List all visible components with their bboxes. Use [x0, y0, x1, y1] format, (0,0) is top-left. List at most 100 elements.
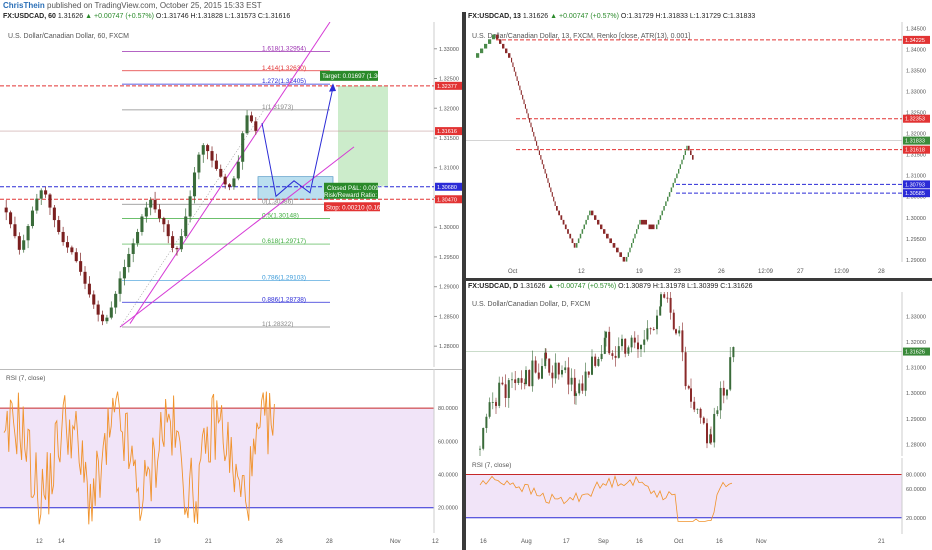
renko-brick	[632, 238, 634, 244]
fib-label: 1.414(1.32630)	[262, 65, 306, 72]
daily-y-tick: 1.29000	[906, 417, 926, 423]
daily-body	[554, 362, 557, 379]
horizontal-divider-right[interactable]	[466, 278, 932, 281]
daily-body	[544, 352, 547, 367]
renko-x-tick: 28	[878, 269, 885, 275]
daily-body	[517, 378, 520, 384]
renko-brick	[505, 48, 508, 54]
daily-body	[528, 370, 531, 387]
renko-header: FX:USDCAD, 13 1.31626 ▲ +0.00747 (+0.57%…	[468, 13, 756, 20]
daily-body	[482, 428, 485, 449]
daily-body	[591, 356, 593, 375]
candle-body	[140, 216, 144, 232]
renko-chart[interactable]: 1.34500 1.34000 1.33500 1.33000 1.32500 1.320…	[466, 22, 932, 278]
main-title: U.S. Dollar/Canadian Dollar, 60, FXCM	[8, 33, 129, 40]
renko-price-tag: 1.31833	[905, 139, 925, 145]
candle-body	[30, 210, 34, 227]
candle-body	[236, 161, 240, 179]
stop-label: Stop: 0.00210 (0.16%)	[326, 204, 388, 211]
renko-tag-bg	[903, 136, 930, 145]
projection-path	[261, 87, 334, 198]
renko-price-tag: 1.31618	[905, 148, 925, 154]
candle-body	[114, 293, 118, 308]
x-tick-label: 21	[205, 539, 212, 545]
renko-brick	[546, 173, 548, 179]
y-tick-label: 1.30000	[439, 225, 459, 231]
daily-body	[617, 346, 620, 358]
renko-brick	[530, 122, 532, 128]
renko-brick	[558, 210, 560, 216]
daily-x-tick: Nov	[756, 539, 767, 545]
candle-body	[74, 252, 78, 262]
renko-brick	[597, 219, 600, 225]
rsi-tick-label: 20.0000	[438, 506, 458, 512]
renko-y-tick: 1.30500	[906, 195, 926, 201]
daily-body	[557, 362, 560, 375]
author-link[interactable]: ChrisThein	[3, 1, 45, 10]
daily-body	[534, 360, 537, 373]
renko-x-tick: 23	[674, 269, 681, 275]
renko-brick	[657, 219, 660, 225]
daily-body	[523, 382, 526, 385]
candle-body	[4, 207, 8, 213]
fib-label: 1.272(1.32405)	[262, 78, 306, 85]
main-rsi-pane[interactable]: RSI (7, close) 80.0000 60.0000 40.0000 20.00…	[0, 369, 462, 539]
daily-body	[531, 360, 534, 387]
daily-body	[732, 347, 735, 358]
renko-brick	[603, 229, 606, 234]
renko-price-tag: 1.30793	[905, 182, 925, 188]
renko-brick	[648, 224, 655, 230]
renko-x-tick: 27	[797, 269, 804, 275]
renko-brick	[537, 145, 539, 151]
y-tick-label: 1.28500	[439, 314, 459, 320]
renko-tag-bg	[903, 35, 930, 44]
fib-label: 1(1.28322)	[262, 321, 293, 328]
daily-body	[678, 330, 681, 334]
candle-body	[210, 151, 214, 161]
renko-brick	[681, 159, 683, 165]
target-zone	[338, 85, 388, 187]
fib-label: 0.5(1.30148)	[262, 212, 299, 219]
renko-brick	[522, 94, 524, 100]
y-tick-label: 1.29500	[439, 255, 459, 261]
renko-brick	[526, 108, 528, 114]
candle-body	[184, 216, 188, 237]
daily-body	[646, 328, 649, 340]
renko-brick	[686, 145, 688, 151]
renko-brick	[665, 201, 667, 206]
candle-body	[92, 294, 96, 305]
stop-label-bg	[324, 202, 380, 212]
daily-body	[504, 384, 507, 398]
renko-brick	[564, 224, 567, 230]
fib-label: 0.786(1.29103)	[262, 275, 306, 282]
x-tick-label: 19	[154, 539, 161, 545]
candle-body	[232, 178, 236, 187]
candle-body	[52, 207, 56, 221]
renko-brick	[641, 219, 647, 225]
main-price-chart[interactable]: 1.330001.325001.320001.315001.310001.305…	[0, 22, 462, 367]
daily-body	[608, 331, 611, 354]
renko-brick	[616, 247, 619, 253]
candle-body	[65, 242, 70, 248]
candle-body	[214, 160, 218, 169]
rsi-title: RSI (7, close)	[6, 375, 45, 382]
renko-brick	[626, 256, 628, 262]
daily-body	[491, 402, 494, 403]
daily-body	[567, 367, 570, 385]
daily-body	[578, 383, 581, 394]
candle-body	[39, 190, 43, 199]
channel-upper	[129, 22, 331, 324]
daily-rsi-pane[interactable]: RSI (7, close) 80.0000 60.0000 20.0000	[466, 458, 932, 534]
candle-body	[228, 184, 232, 187]
candle-body	[166, 224, 170, 237]
daily-body	[600, 353, 603, 359]
target-label: Target: 0.01697 (1.30%)	[322, 73, 388, 80]
renko-brick	[520, 90, 522, 95]
daily-rsi-title: RSI (7, close)	[472, 462, 511, 469]
renko-y-tick: 1.33500	[906, 68, 926, 74]
renko-x-tick: 12:09	[758, 269, 774, 275]
vertical-divider[interactable]	[462, 12, 466, 550]
rsi-line	[3, 391, 275, 525]
daily-price-chart[interactable]: 1.33000 1.32000 1.31626 1.31000 1.30000 1.290…	[466, 292, 932, 456]
daily-body	[564, 367, 567, 371]
